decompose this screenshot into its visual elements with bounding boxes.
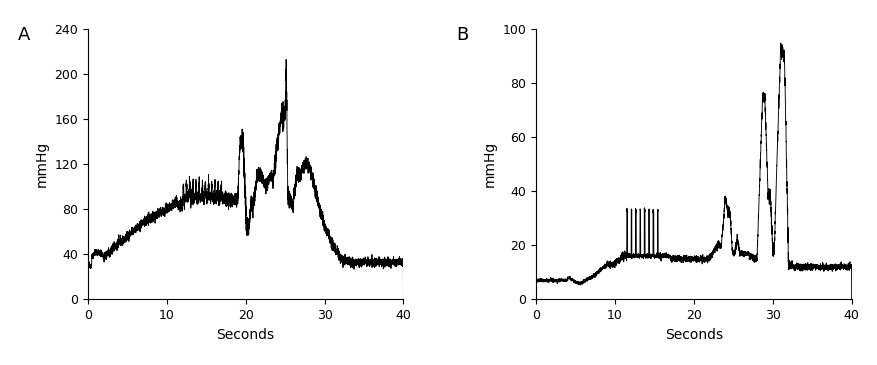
Text: B: B: [456, 26, 468, 43]
X-axis label: Seconds: Seconds: [217, 327, 275, 342]
Y-axis label: mmHg: mmHg: [34, 141, 48, 187]
Text: A: A: [18, 26, 30, 43]
X-axis label: Seconds: Seconds: [664, 327, 722, 342]
Y-axis label: mmHg: mmHg: [482, 141, 496, 187]
